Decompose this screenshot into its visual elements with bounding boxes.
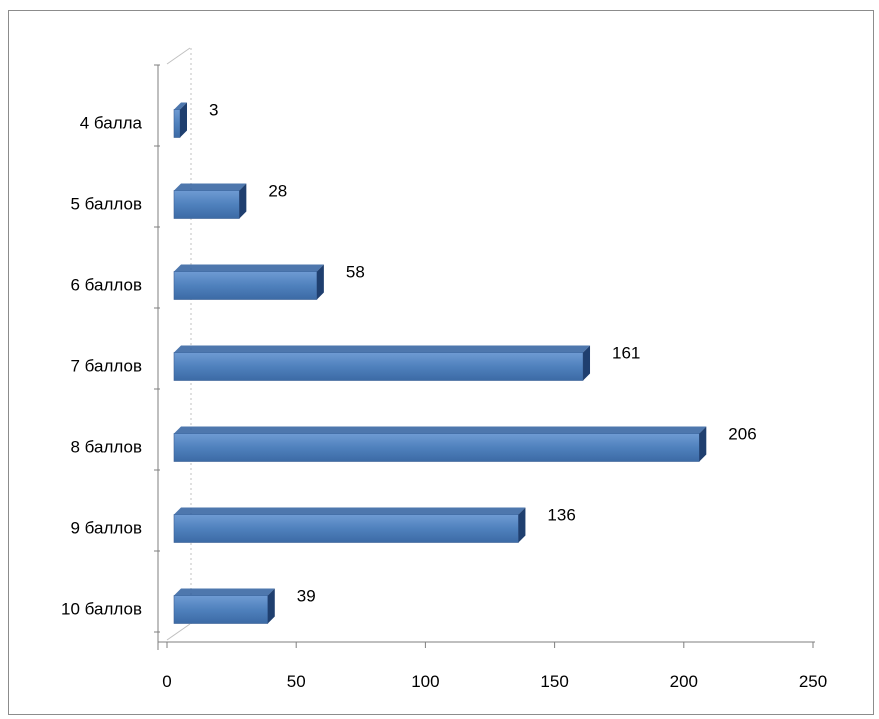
bar — [173, 514, 519, 543]
bar — [173, 109, 181, 138]
data-label: 161 — [612, 344, 640, 363]
data-label: 3 — [209, 101, 218, 120]
top-edge-line — [166, 47, 191, 65]
labels: 0 50 100 150 200 250 4 балла 3 5 баллов 28 6 балло… — [61, 101, 827, 692]
value-tick-label: 0 — [162, 672, 171, 691]
data-label: 39 — [297, 587, 316, 606]
category-label: 10 баллов — [61, 600, 142, 619]
bar — [173, 433, 700, 462]
value-tick-label: 50 — [287, 672, 306, 691]
bar — [173, 271, 318, 300]
bar-top-face — [174, 507, 526, 515]
bar — [173, 595, 269, 624]
value-tick-label: 250 — [799, 672, 827, 691]
category-label: 4 балла — [80, 114, 143, 133]
bar-top-face — [174, 264, 324, 272]
data-label: 136 — [547, 506, 575, 525]
category-label: 7 баллов — [71, 357, 143, 376]
value-tick-label: 150 — [540, 672, 568, 691]
bar-side-face — [180, 102, 187, 138]
category-label: 5 баллов — [71, 195, 143, 214]
bar-top-face — [174, 588, 275, 596]
floor-edge-line — [166, 623, 191, 641]
category-label: 8 баллов — [71, 438, 143, 457]
value-tick-label: 200 — [670, 672, 698, 691]
bar-top-face — [174, 345, 591, 353]
bars — [173, 102, 707, 624]
bar — [173, 352, 584, 381]
bar-side-face — [316, 264, 324, 300]
bar-side-face — [267, 588, 275, 624]
category-label: 6 баллов — [71, 276, 143, 295]
bar-side-face — [239, 183, 247, 219]
bar-side-face — [583, 345, 591, 381]
bar-top-face — [174, 426, 707, 434]
data-label: 58 — [346, 263, 365, 282]
data-label: 206 — [728, 425, 756, 444]
bar — [173, 190, 240, 219]
bar-top-face — [174, 183, 247, 191]
value-tick-label: 100 — [411, 672, 439, 691]
category-label: 9 баллов — [71, 519, 143, 538]
bar-top-face — [174, 102, 187, 110]
data-label: 28 — [268, 182, 287, 201]
bar-side-face — [699, 426, 707, 462]
bar-side-face — [518, 507, 526, 543]
